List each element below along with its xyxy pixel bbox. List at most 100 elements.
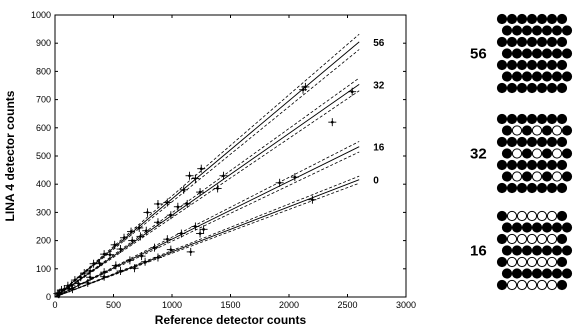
detector-hole: [556, 279, 568, 291]
data-point: [136, 232, 145, 241]
detector-hole: [551, 245, 563, 256]
detector-hole: [526, 256, 538, 268]
data-point: [290, 173, 299, 182]
detector-hole: [546, 113, 558, 125]
detector-hole: [511, 71, 523, 82]
confidence-band-56-upper: [54, 33, 360, 298]
detector-hole: [496, 233, 508, 245]
y-axis-title: LINA 4 detector counts: [3, 90, 17, 221]
data-point: [68, 285, 77, 294]
detector-hole: [501, 48, 513, 59]
detector-hole: [536, 210, 548, 222]
detector-hole: [536, 82, 548, 94]
detector-hole: [526, 233, 538, 245]
detector-hole: [551, 222, 563, 233]
detector-hole: [546, 279, 558, 291]
detector-hole: [536, 113, 548, 125]
series-label-32: 32: [373, 80, 385, 91]
detector-hole: [521, 125, 533, 136]
pattern-label-32: 32: [470, 146, 487, 163]
detector-hole: [551, 171, 563, 182]
y-tick-label: 300: [36, 207, 51, 217]
detector-hole: [516, 136, 528, 148]
detector-hole: [526, 59, 538, 71]
detector-hole: [496, 210, 508, 222]
detector-hole: [521, 245, 533, 256]
data-point: [128, 236, 137, 245]
detector-hole: [536, 182, 548, 194]
data-point: [60, 285, 69, 294]
detector-hole: [531, 148, 543, 159]
detector-hole: [496, 279, 508, 291]
detector-hole: [561, 71, 573, 82]
detector-hole: [511, 245, 523, 256]
detector-hole: [511, 148, 523, 159]
detector-hole: [536, 279, 548, 291]
data-point: [86, 273, 95, 282]
data-point: [150, 243, 159, 252]
data-point: [166, 245, 175, 254]
detector-hole: [531, 25, 543, 36]
detector-hole: [546, 59, 558, 71]
detector-hole: [541, 245, 553, 256]
data-point: [100, 250, 109, 259]
detector-hole: [496, 113, 508, 125]
detector-hole: [561, 268, 573, 279]
data-point: [110, 240, 119, 249]
y-tick-label: 400: [36, 179, 51, 189]
data-point: [111, 261, 120, 270]
detector-hole: [511, 48, 523, 59]
detector-hole: [531, 268, 543, 279]
detector-hole: [561, 48, 573, 59]
data-point: [142, 226, 151, 235]
detector-pattern-16: 16: [470, 210, 573, 291]
detector-hole: [536, 36, 548, 48]
detector-hole: [541, 48, 553, 59]
detector-hole: [511, 268, 523, 279]
data-point: [153, 218, 162, 227]
data-point: [153, 253, 162, 262]
data-point: [163, 235, 172, 244]
detector-hole: [556, 136, 568, 148]
detector-hole: [516, 210, 528, 222]
confidence-band-56-lower: [54, 49, 360, 298]
series-label-16: 16: [373, 143, 385, 154]
confidence-band-32-lower: [54, 90, 360, 298]
detector-hole: [506, 279, 518, 291]
data-point: [105, 250, 114, 259]
detector-hole: [496, 13, 508, 25]
x-tick-label: 0: [52, 300, 57, 310]
detector-hole: [526, 210, 538, 222]
detector-hole: [536, 136, 548, 148]
data-point: [213, 184, 222, 193]
detector-hole: [506, 36, 518, 48]
confidence-band-16-upper: [54, 141, 360, 298]
detector-hole: [536, 59, 548, 71]
data-point: [177, 229, 186, 238]
series-label-56: 56: [373, 38, 385, 49]
data-point: [197, 164, 206, 173]
detector-hole: [516, 182, 528, 194]
data-point: [95, 259, 104, 268]
y-tick-label: 700: [36, 95, 51, 105]
detector-hole: [556, 59, 568, 71]
detector-hole: [551, 71, 563, 82]
detector-hole: [506, 13, 518, 25]
y-tick-label: 0: [46, 292, 51, 302]
detector-hole: [526, 159, 538, 171]
data-point: [301, 82, 310, 91]
x-tick-label: 500: [106, 300, 121, 310]
data-point: [153, 199, 162, 208]
y-tick-label: 100: [36, 264, 51, 274]
detector-hole: [531, 171, 543, 182]
detector-hole: [556, 210, 568, 222]
pattern-label-56: 56: [470, 46, 487, 63]
detector-hole: [516, 233, 528, 245]
data-point: [120, 233, 129, 242]
detector-hole: [541, 268, 553, 279]
data-point: [76, 273, 85, 282]
data-point: [196, 188, 205, 197]
data-point: [125, 256, 134, 265]
detector-hole: [501, 71, 513, 82]
detector-hole: [506, 210, 518, 222]
